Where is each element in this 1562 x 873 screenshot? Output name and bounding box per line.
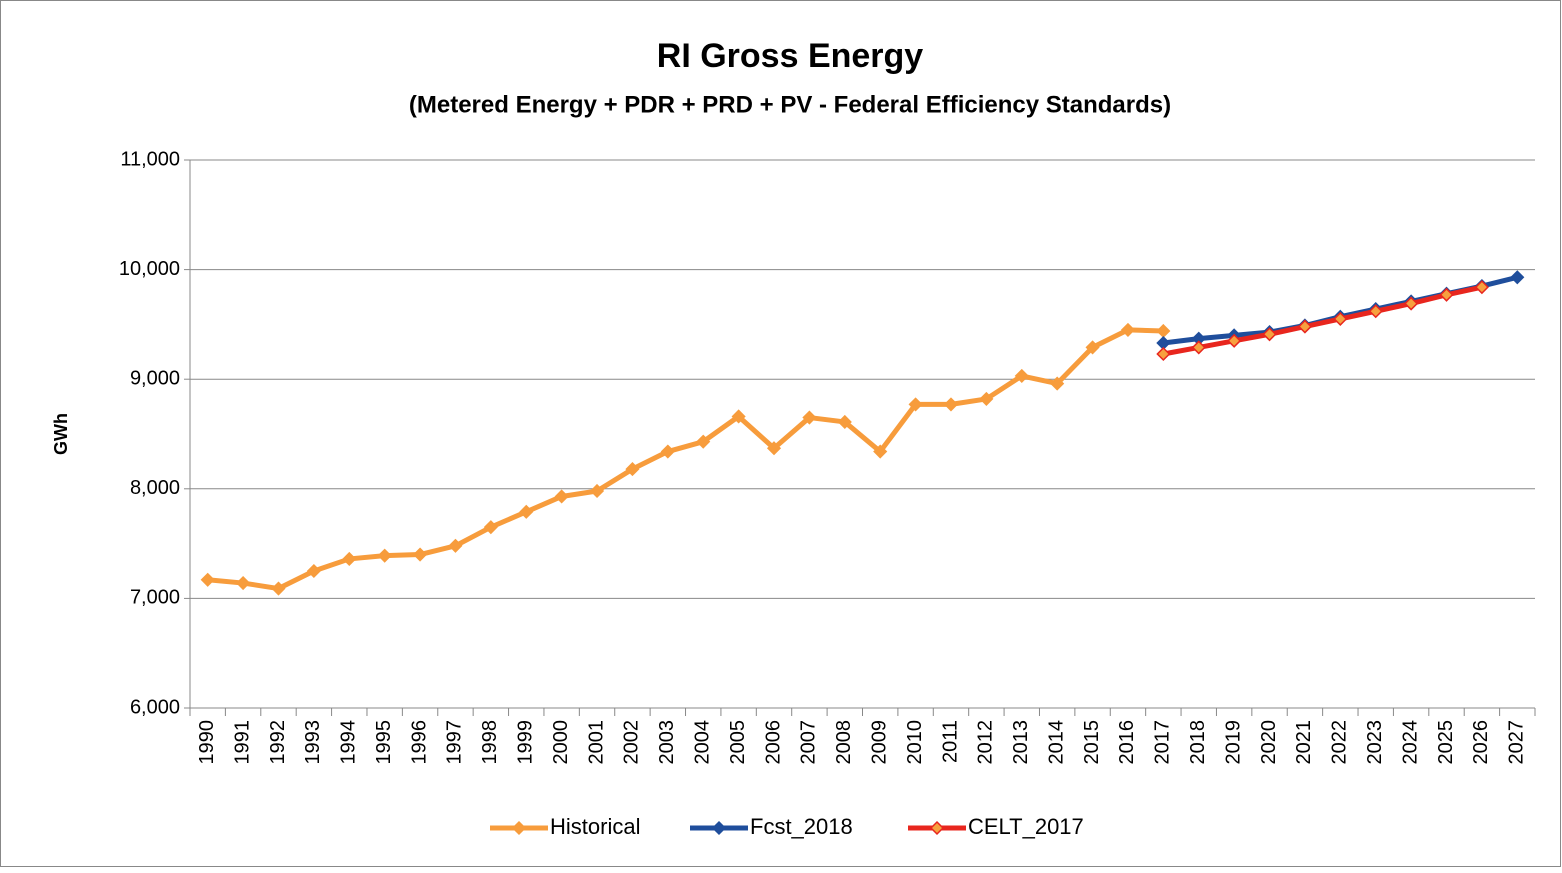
point-marker [1510,270,1525,285]
point-marker [271,581,286,596]
x-tick-label: 2016 [1116,720,1138,765]
point-marker [625,462,640,477]
point-marker [1120,322,1136,337]
x-tick-label: 1996 [408,720,430,765]
x-tick-label: 2009 [868,720,890,765]
point-marker [448,538,463,553]
legend-marker [711,820,727,836]
point-marker [200,572,215,587]
point-marker [1227,333,1242,348]
x-tick-label: 1999 [515,720,537,765]
x-tick-label: 1994 [338,720,360,765]
x-tick-label: 1992 [267,720,289,765]
x-tick-label: 2018 [1187,720,1209,765]
point-marker [554,489,569,504]
legend-marker [511,820,527,836]
point-marker [377,548,392,563]
x-tick-label: 2027 [1506,720,1528,765]
point-marker [1262,327,1277,342]
x-tick-label: 2022 [1329,720,1351,765]
point-marker [837,414,852,430]
point-marker [660,444,675,459]
point-marker [306,563,321,579]
series-line [1162,284,1483,357]
x-tick-label: 2012 [975,720,997,765]
x-tick-label: 2006 [762,720,784,765]
legend-label: Fcst_2018 [750,814,853,839]
x-tick-label: 1997 [444,720,466,765]
x-tick-label: 2017 [1152,720,1174,765]
point-marker [1439,287,1454,302]
point-marker [943,397,959,412]
x-tick-label: 2002 [621,720,643,765]
x-tick-label: 2019 [1222,720,1244,765]
y-tick-label: 6,000 [130,696,180,718]
point-marker [873,444,888,459]
x-tick-label: 2023 [1364,720,1386,765]
point-marker [1368,304,1383,319]
x-tick-label: 2000 [550,720,572,765]
point-marker [483,520,498,535]
point-marker [766,441,782,456]
point-marker [1404,296,1419,311]
x-tick-label: 2026 [1470,720,1492,765]
x-tick-label: 2008 [833,720,855,765]
y-tick-label: 11,000 [120,148,180,170]
point-marker [1014,368,1029,383]
point-marker [979,391,994,406]
y-axis-label: GWh [51,413,71,455]
y-tick-label: 10,000 [119,258,180,280]
point-marker [236,575,251,591]
series-line [207,327,1164,592]
point-marker [1191,340,1206,355]
x-tick-label: 1990 [196,720,218,765]
point-marker [1474,280,1489,295]
point-marker [731,409,746,424]
x-tick-label: 2024 [1399,720,1421,765]
point-marker [1085,340,1100,355]
point-marker [1156,346,1171,362]
y-tick-label: 7,000 [130,587,180,609]
x-tick-label: 2007 [798,720,820,765]
point-marker [696,434,711,449]
point-marker [802,410,817,425]
point-marker [589,483,605,499]
y-tick-label: 8,000 [130,477,180,499]
x-tick-label: 1991 [231,720,253,765]
x-tick-label: 2015 [1081,720,1103,765]
x-tick-label: 2005 [727,720,749,765]
legend-marker [929,820,945,836]
x-tick-label: 2001 [585,720,607,765]
chart-title: RI Gross Energy [657,37,924,75]
point-marker [413,547,428,562]
point-marker [1333,311,1348,326]
x-tick-label: 2004 [692,720,714,765]
x-tick-label: 2020 [1258,720,1280,765]
point-marker [342,551,357,567]
point-marker [1297,319,1312,334]
point-marker [519,504,534,519]
x-tick-label: 2010 [904,720,926,765]
legend-label: Historical [550,814,640,839]
point-marker [1050,376,1065,391]
x-tick-label: 2025 [1435,720,1457,765]
x-tick-label: 2013 [1010,720,1032,765]
x-tick-label: 2003 [656,720,678,765]
x-tick-label: 1993 [302,720,324,765]
x-tick-label: 2021 [1293,720,1315,765]
y-tick-label: 9,000 [130,367,180,389]
x-tick-label: 2011 [939,720,961,763]
point-marker [908,397,923,412]
legend-label: CELT_2017 [968,814,1084,839]
x-tick-label: 2014 [1045,720,1067,765]
x-tick-label: 1995 [373,720,395,765]
x-tick-label: 1998 [479,720,501,765]
chart-subtitle: (Metered Energy + PDR + PRD + PV - Feder… [409,91,1171,118]
